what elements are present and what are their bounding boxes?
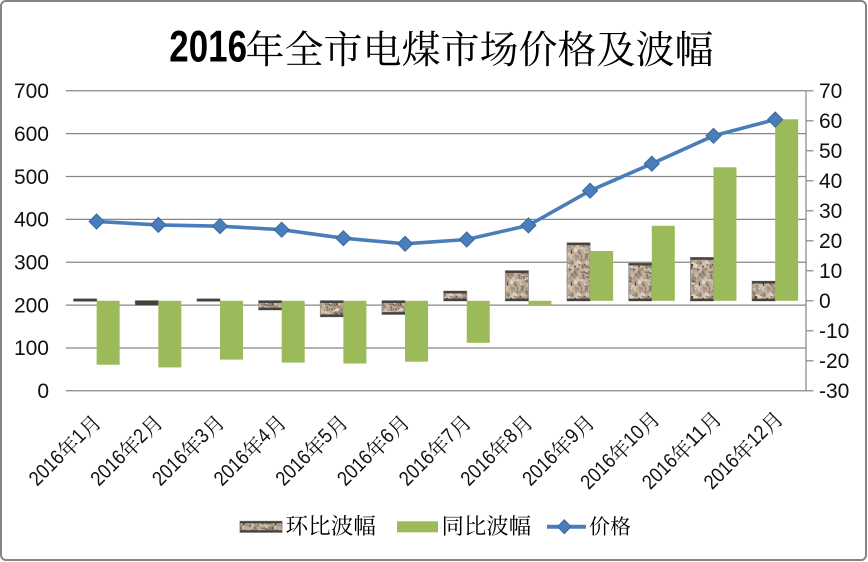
svg-text:700: 700 (14, 80, 49, 103)
svg-text:300: 300 (14, 252, 49, 275)
svg-text:400: 400 (14, 209, 49, 232)
svg-text:50: 50 (819, 140, 842, 163)
svg-text:70: 70 (819, 80, 842, 103)
svg-text:500: 500 (14, 166, 49, 189)
svg-text:-30: -30 (819, 380, 849, 403)
svg-text:2016: 2016 (169, 22, 247, 71)
svg-text:60: 60 (819, 110, 842, 133)
svg-text:-20: -20 (819, 350, 849, 373)
svg-text:100: 100 (14, 337, 49, 360)
svg-text:20: 20 (819, 230, 842, 253)
svg-text:30: 30 (819, 200, 842, 223)
svg-text:200: 200 (14, 294, 49, 317)
svg-text:600: 600 (14, 123, 49, 146)
svg-text:10: 10 (819, 260, 842, 283)
svg-text:40: 40 (819, 170, 842, 193)
svg-text:-10: -10 (819, 320, 849, 343)
svg-text:0: 0 (819, 290, 831, 313)
svg-text:0: 0 (37, 380, 49, 403)
